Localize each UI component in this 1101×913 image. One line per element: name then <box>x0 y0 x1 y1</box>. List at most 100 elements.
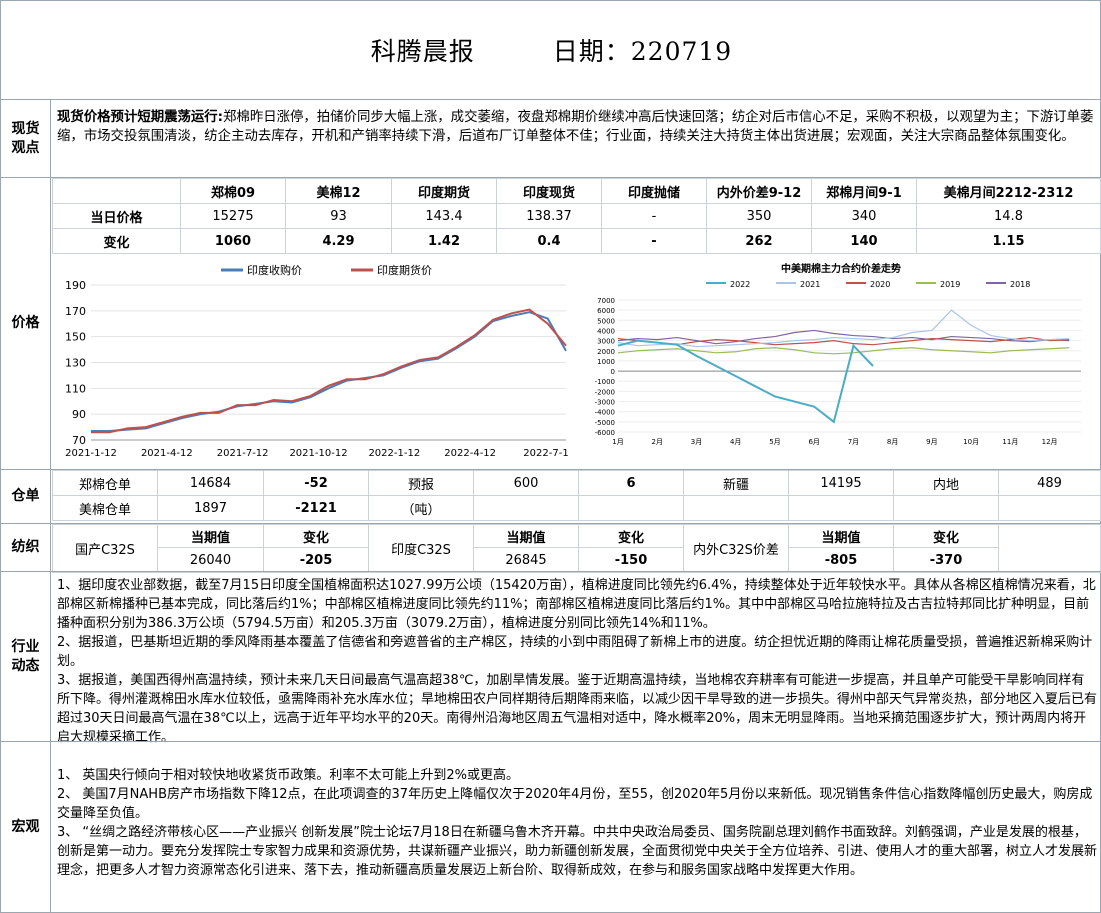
report-title: 科腾晨报 <box>370 37 475 66</box>
x-tick-label: 11月 <box>1002 438 1018 446</box>
col-zc09: 郑棉09 <box>180 178 286 204</box>
macro-paragraph: 3、 “丝绸之路经济带核心区——产业振兴 创新发展”院士论坛7月18日在新疆乌鲁… <box>57 825 1098 878</box>
cn-us-spread-chart: 中美期棉主力合约价差走势 2022 2021 2020 2019 2018 -6000 -50… <box>595 262 1081 446</box>
report-date: 日期：220719 <box>552 37 733 66</box>
textile-value-row: 26040 -205 26845 -150 -805 -370 <box>53 547 1101 573</box>
legend-label: 2019 <box>940 280 960 289</box>
col-india-futures: 印度期货 <box>391 178 497 204</box>
macro-text: 1、 英国央行倾向于相对较快地收紧货币政策。利率不太可能上升到2%或更高。 2、… <box>57 766 1097 880</box>
x-tick-label: 3月 <box>691 438 702 446</box>
india-price-chart: 70 90 110 130 150 170 190 2021-1-12 2021-4-12 202… <box>65 263 569 459</box>
y-tick-label: 0 <box>611 368 615 376</box>
spot-headline: 现货价格预计短期震荡运行: <box>57 110 224 125</box>
x-tick-label: 10月 <box>963 438 979 446</box>
y-tick-label: 6000 <box>597 307 615 315</box>
x-tick-label: 2022-4-12 <box>444 448 496 459</box>
y-tick-label: 1000 <box>597 358 615 366</box>
series-line-2019 <box>617 347 1070 355</box>
macro-paragraph: 2、 美国7月NAHB房产市场指数下降12点，在此项调查的37年历史上降幅仅次于… <box>57 787 1093 821</box>
x-tick-label: 9月 <box>926 438 937 446</box>
industry-paragraph: 3、据报道，美国西得州高温持续，预计未来几天日间最高气温高超38℃，加剧旱情发展… <box>57 673 1098 745</box>
col-zc-month: 郑棉月间9-1 <box>811 178 917 204</box>
warehouse-table: 郑棉仓单 14684 -52 预报 600 6 新疆 14195 内地 489 … <box>52 470 1101 521</box>
legend-label: 印度收购价 <box>247 263 302 277</box>
y-tick-label: -1000 <box>595 378 615 386</box>
x-tick-label: 8月 <box>887 438 898 446</box>
x-tick-label: 1月 <box>612 438 623 446</box>
price-row-change: 变化 1060 4.29 1.42 0.4 - 262 140 1.15 <box>52 228 1101 254</box>
macro-section: 宏观 1、 英国央行倾向于相对较快地收紧货币政策。利率不太可能上升到2%或更高。… <box>1 741 1101 913</box>
x-tick-label: 2021-10-12 <box>289 448 347 459</box>
y-tick-label: -4000 <box>595 409 615 417</box>
series-line-2021 <box>617 309 1070 348</box>
x-tick-label: 2021-1-12 <box>65 448 117 459</box>
textile-header-row: 国产C32S 当期值 变化 印度C32S 当期值 变化 内外C32S价差 当期值… <box>52 524 1101 573</box>
legend-label: 2022 <box>730 280 750 289</box>
legend-label: 2021 <box>800 280 820 289</box>
y-tick-label: 70 <box>72 434 86 447</box>
series-line-2 <box>91 308 567 434</box>
series-line-1 <box>91 311 567 432</box>
warehouse-row-zc: 郑棉仓单 14684 -52 预报 600 6 新疆 14195 内地 489 <box>52 470 1101 496</box>
y-tick-label: 110 <box>65 382 86 395</box>
y-tick-label: 130 <box>65 357 86 370</box>
industry-paragraph: 1、据印度农业部数据，截至7月15日印度全国植棉面积达1027.99万公顷（15… <box>57 578 1096 631</box>
x-tick-label: 2022-7-1 <box>523 448 568 459</box>
price-label: 价格 <box>1 178 51 469</box>
y-tick-label: -5000 <box>595 419 615 427</box>
y-tick-label: 190 <box>65 279 86 292</box>
col-india-reserve: 印度抛储 <box>601 178 707 204</box>
y-tick-label: 150 <box>65 331 86 344</box>
spot-section: 现货 观点 现货价格预计短期震荡运行:郑棉昨日涨停，拍储价同步大幅上涨，成交萎缩，… <box>1 99 1101 177</box>
col-india-spot: 印度现货 <box>496 178 602 204</box>
macro-paragraph: 1、 英国央行倾向于相对较快地收紧货币政策。利率不太可能上升到2%或更高。 <box>57 768 520 783</box>
warehouse-label: 仓单 <box>1 470 51 523</box>
y-tick-label: 170 <box>65 305 86 318</box>
legend-label: 2020 <box>870 280 890 289</box>
price-table: 郑棉09 美棉12 印度期货 印度现货 印度抛储 内外价差9-12 郑棉月间9-… <box>52 178 1101 254</box>
series-line-2020 <box>617 336 1070 346</box>
y-tick-label: 3000 <box>597 338 615 346</box>
industry-label: 行业 动态 <box>1 572 51 741</box>
spot-label: 现货 观点 <box>1 100 51 177</box>
macro-label: 宏观 <box>1 742 51 913</box>
report-header: 科腾晨报 日期：220719 <box>1 1 1101 99</box>
x-tick-label: 2022-1-12 <box>368 448 420 459</box>
y-tick-label: 7000 <box>597 297 615 305</box>
y-tick-label: -3000 <box>595 399 615 407</box>
industry-text: 1、据印度农业部数据，截至7月15日印度全国植棉面积达1027.99万公顷（15… <box>57 576 1097 747</box>
x-tick-label: 5月 <box>769 438 780 446</box>
series-line-2022 <box>617 339 874 424</box>
y-tick-label: 4000 <box>597 327 615 335</box>
spot-text: 现货价格预计短期震荡运行:郑棉昨日涨停，拍储价同步大幅上涨，成交萎缩，夜盘郑棉期… <box>57 108 1095 146</box>
industry-section: 行业 动态 1、据印度农业部数据，截至7月15日印度全国植棉面积达1027.99万… <box>1 571 1101 745</box>
warehouse-section: 仓单 郑棉仓单 14684 -52 预报 600 6 新疆 14195 内地 4… <box>1 469 1101 523</box>
y-tick-label: -2000 <box>595 388 615 396</box>
price-section: 价格 郑棉09 美棉12 印度期货 印度现货 印度抛储 内外价差9-12 郑棉月… <box>1 177 1101 469</box>
x-tick-label: 12月 <box>1042 438 1058 446</box>
col-spread: 内外价差9-12 <box>706 178 812 204</box>
legend-label: 印度期货价 <box>377 263 432 277</box>
y-tick-label: -6000 <box>595 429 615 437</box>
spot-body: 郑棉昨日涨停，拍储价同步大幅上涨，成交萎缩，夜盘郑棉期价继续冲高后快速回落；纺企… <box>57 110 1094 144</box>
x-tick-label: 6月 <box>808 438 819 446</box>
y-tick-label: 90 <box>72 408 86 421</box>
textile-table: 国产C32S 当期值 变化 印度C32S 当期值 变化 内外C32S价差 当期值… <box>52 524 1101 573</box>
price-row-today: 当日价格 15275 93 143.4 138.37 - 350 340 14.… <box>52 203 1101 229</box>
x-tick-label: 2021-4-12 <box>141 448 193 459</box>
textile-label: 纺织 <box>1 524 51 571</box>
x-tick-label: 2021-7-12 <box>217 448 269 459</box>
x-tick-label: 4月 <box>730 438 741 446</box>
y-tick-label: 5000 <box>597 317 615 325</box>
textile-section: 纺织 国产C32S 当期值 变化 印度C32S 当期值 变化 内外C32S价差 … <box>1 523 1101 573</box>
col-ct12: 美棉12 <box>285 178 392 204</box>
col-ct-month: 美棉月间2212-2312 <box>916 178 1101 204</box>
industry-paragraph: 2、据报道，巴基斯坦近期的季风降雨基本覆盖了信德省和旁遮普省的主产棉区，持续的小… <box>57 635 1093 669</box>
x-tick-label: 7月 <box>848 438 859 446</box>
warehouse-row-ct: 美棉仓单 1897 -2121 （吨） <box>52 495 1101 521</box>
series-line-2018 <box>617 329 1070 345</box>
y-tick-label: 2000 <box>597 348 615 356</box>
x-tick-label: 2月 <box>652 438 663 446</box>
chart-title: 中美期棉主力合约价差走势 <box>781 262 901 275</box>
